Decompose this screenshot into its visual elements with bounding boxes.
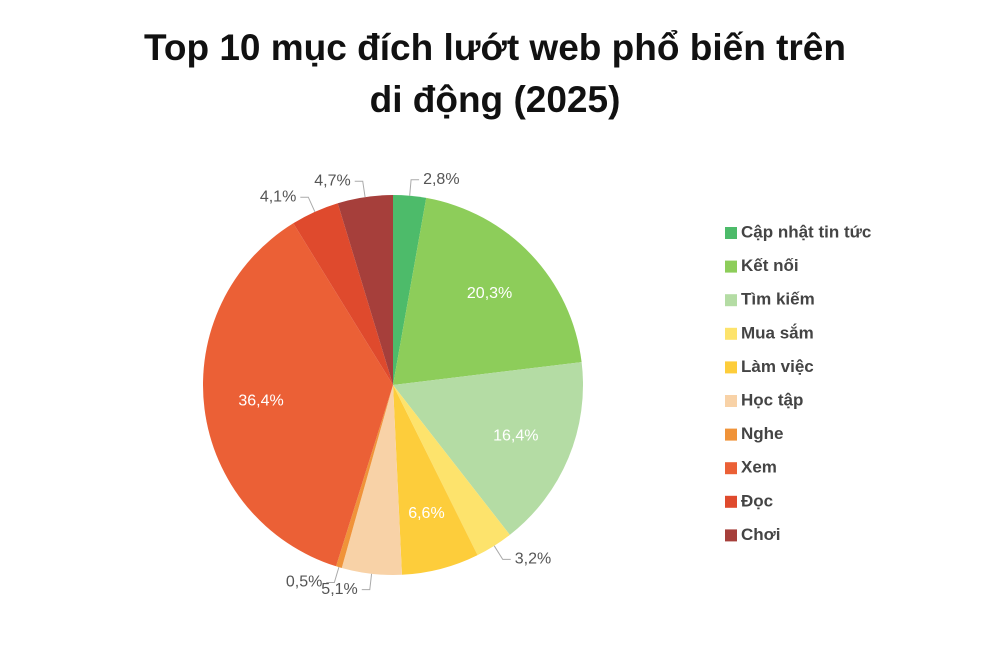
- pie-slice: [337, 195, 393, 385]
- leader-line: [361, 573, 373, 591]
- leader-line: [409, 179, 420, 196]
- data-label: 6,6%: [408, 505, 444, 522]
- legend-swatch: [725, 361, 737, 374]
- legend-swatch: [725, 227, 737, 239]
- legend-label: Mua sắm: [741, 323, 814, 342]
- legend-swatch: [725, 327, 737, 340]
- legend-swatch: [725, 428, 737, 441]
- data-label: 0,5%: [286, 574, 322, 591]
- legend-label: Nghe: [741, 424, 784, 443]
- legend-swatch: [725, 529, 737, 542]
- legend-swatch: [725, 395, 737, 407]
- leader-line: [493, 545, 511, 560]
- data-label: 4,1%: [260, 188, 296, 205]
- legend-swatch: [725, 260, 737, 273]
- data-label: 3,2%: [515, 551, 551, 568]
- pie-slice: [393, 385, 478, 575]
- legend-label: Cập nhật tin tức: [741, 222, 871, 241]
- data-label: 2,8%: [423, 171, 459, 188]
- pie-slice: [336, 385, 393, 568]
- legend-label: Tìm kiếm: [741, 290, 815, 309]
- legend-swatch: [725, 462, 737, 475]
- data-label: 5,1%: [321, 581, 357, 598]
- pie-slice: [393, 195, 427, 385]
- data-label: 36,4%: [238, 393, 283, 410]
- chart-title: Top 10 mục đích lướt web phổ biến trên d…: [143, 27, 846, 120]
- leader-line: [300, 196, 316, 213]
- legend-swatch: [725, 294, 737, 307]
- pie-slice: [393, 197, 582, 385]
- legend-label: Xem: [741, 458, 777, 477]
- legend-label: Kết nối: [741, 256, 799, 275]
- legend-label: Chơi: [741, 525, 780, 544]
- data-label: 20,3%: [467, 285, 512, 302]
- legend-label: Học tập: [741, 390, 803, 409]
- pie-slice: [393, 385, 510, 556]
- leader-line: [326, 566, 340, 583]
- legend-label: Đọc: [741, 491, 773, 510]
- legend-label: Làm việc: [741, 357, 814, 376]
- pie-slice: [293, 203, 393, 385]
- pie-slice: [202, 223, 393, 567]
- pie-slice: [393, 362, 583, 535]
- data-label: 16,4%: [493, 427, 538, 444]
- data-label: 4,7%: [314, 172, 350, 189]
- leader-line: [354, 180, 366, 198]
- pie-slice: [341, 385, 402, 576]
- legend-swatch: [725, 495, 737, 508]
